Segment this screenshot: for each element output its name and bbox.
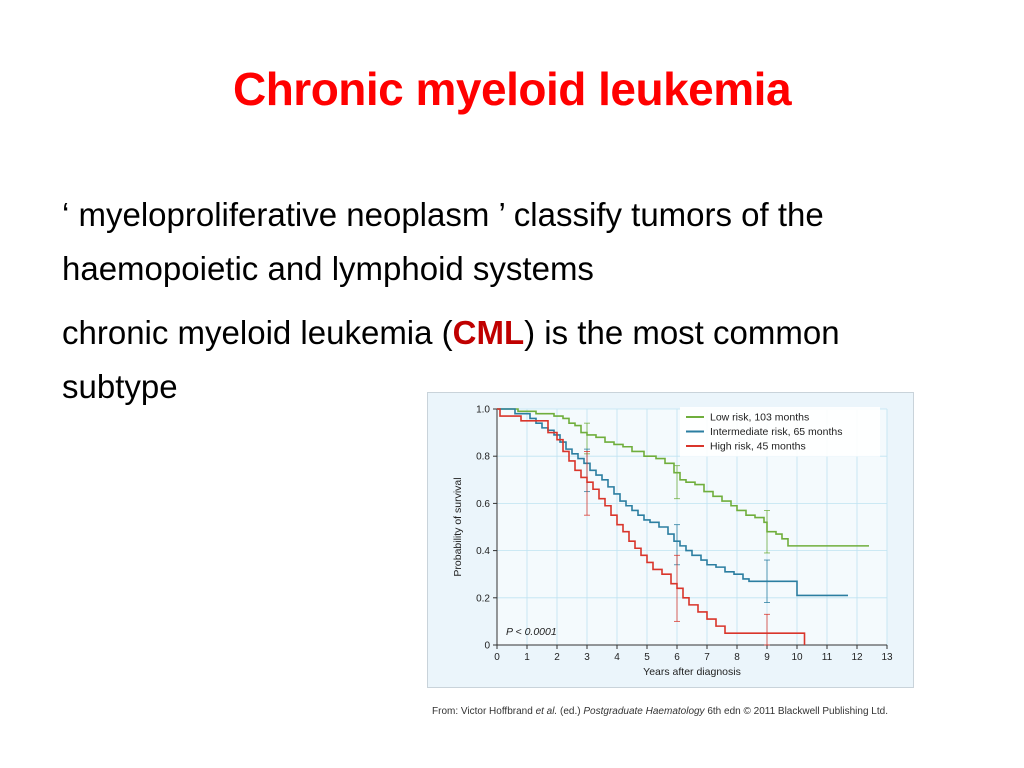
y-tick-label: 0.6	[476, 499, 490, 510]
caption-book: Postgraduate Haematology	[583, 706, 705, 717]
survival-figure: 0 1 2 3 4 5 6 7 8 9 10 11 12 13 0 0.2 0.4 0.6 0.8 1.0 Years …	[427, 392, 914, 688]
x-tick-label: 9	[764, 652, 770, 663]
x-tick-label: 11	[822, 652, 833, 663]
paragraph-cml-after: ) is the most common subtype	[62, 314, 840, 405]
x-tick-label: 12	[851, 652, 863, 663]
x-tick-label: 0	[494, 652, 500, 663]
y-tick-label: 0.2	[476, 593, 490, 604]
caption-from: From: Victor Hoffbrand	[432, 706, 536, 717]
y-tick-label: 0	[484, 641, 490, 652]
figure-caption: From: Victor Hoffbrand et al. (ed.) Post…	[432, 706, 888, 717]
cml-highlight: CML	[452, 314, 525, 351]
x-tick-label: 8	[734, 652, 740, 663]
x-tick-label: 7	[704, 652, 710, 663]
paragraph-classification: ‘ myeloproliferative neoplasm ’ classify…	[62, 196, 824, 287]
legend-label-2: High risk, 45 months	[710, 441, 806, 453]
survival-chart: 0 1 2 3 4 5 6 7 8 9 10 11 12 1300.20.40.60.81.0Years …	[452, 405, 893, 679]
series-line-1	[497, 408, 848, 597]
x-tick-label: 6	[674, 652, 680, 663]
y-tick-label: 0.8	[476, 452, 490, 463]
x-tick-label: 4	[614, 652, 620, 663]
slide-title: Chronic myeloid leukemia	[232, 63, 792, 115]
legend-label-0: Low risk, 103 months	[710, 412, 809, 424]
x-tick-label: 5	[644, 652, 650, 663]
y-tick-label: 0.4	[476, 546, 490, 557]
x-tick-label: 1	[524, 652, 530, 663]
caption-ed: (ed.)	[557, 706, 584, 717]
legend-box	[680, 407, 880, 457]
caption-rest: 6th edn © 2011 Blackwell Publishing Ltd.	[704, 706, 888, 717]
paragraph-cml: chronic myeloid leukemia (CML) is the mo…	[62, 306, 962, 414]
y-axis-label: Probability of survival	[452, 477, 464, 576]
paragraph-cml-before: chronic myeloid leukemia (	[62, 314, 453, 351]
series-line-2	[497, 408, 806, 645]
p-value-annotation: P < 0.0001	[506, 626, 557, 638]
x-tick-label: 10	[791, 652, 803, 663]
series-line-0	[497, 408, 869, 547]
x-tick-label: 2	[554, 652, 560, 663]
x-tick-label: 3	[584, 652, 590, 663]
legend-label-1: Intermediate risk, 65 months	[710, 426, 842, 438]
caption-etal: et al.	[535, 706, 558, 717]
x-axis-label: Years after diagnosis	[643, 666, 741, 678]
y-tick-label: 1.0	[476, 405, 490, 416]
x-tick-label: 13	[881, 652, 893, 663]
